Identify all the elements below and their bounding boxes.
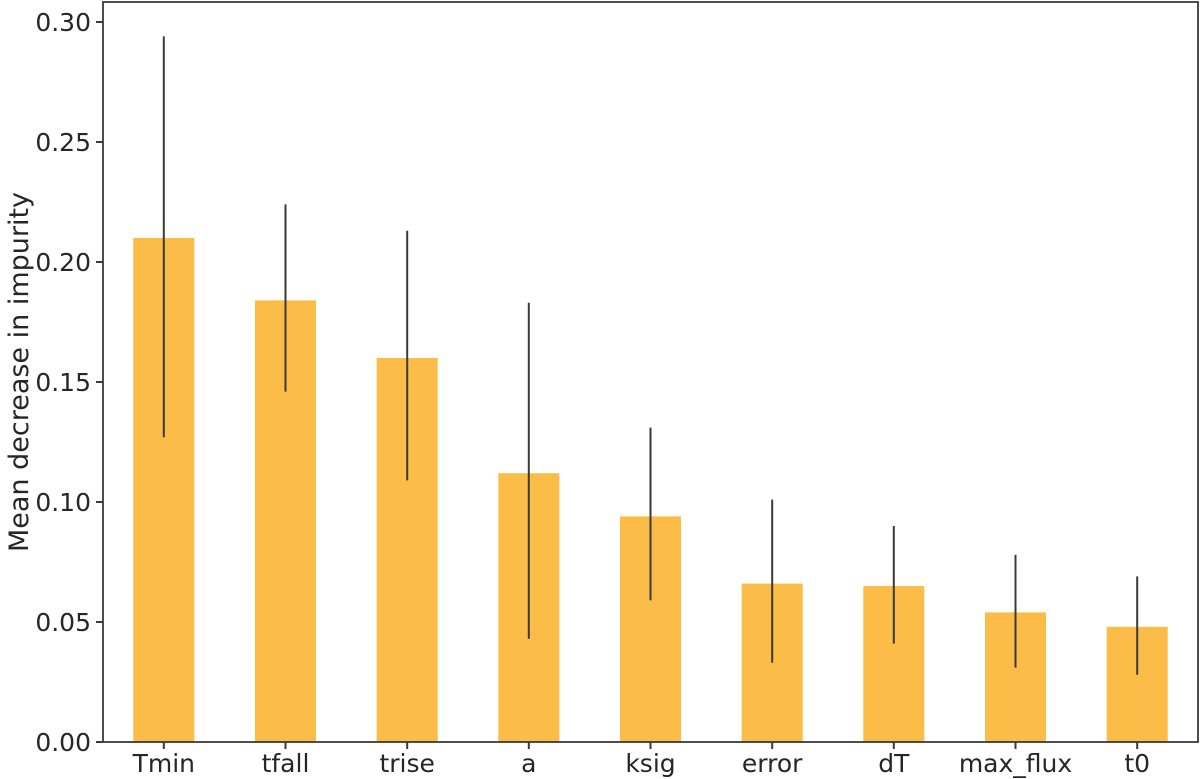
x-tick-label-dT: dT (878, 749, 910, 778)
plot-border (102, 1, 1199, 743)
y-tick-label-0.00: 0.00 (35, 728, 91, 757)
x-tick-label-t0: t0 (1124, 749, 1150, 778)
x-tick-label-error: error (742, 749, 803, 778)
error-bars-layer (162, 36, 1139, 675)
y-tick-label-0.05: 0.05 (35, 608, 91, 637)
y-tick-label-0.25: 0.25 (35, 128, 91, 157)
y-tick-label-0.20: 0.20 (35, 248, 91, 277)
x-tick-label-tfall: tfall (262, 749, 310, 778)
x-tick-label-Tmin: Tmin (132, 749, 195, 778)
x-tick-label-ksig: ksig (625, 749, 675, 778)
y-tick-label-0.10: 0.10 (35, 488, 91, 517)
y-tick-label-0.15: 0.15 (35, 368, 91, 397)
axes-layer: Tmin tfall trise a ksig error dT max_flux t0 0.00… (35, 1, 1199, 778)
y-axis-label: Mean decrease in impurity (4, 192, 35, 552)
x-tick-label-max_flux: max_flux (959, 749, 1072, 778)
y-tick-label-0.30: 0.30 (35, 8, 91, 37)
x-tick-label-trise: trise (379, 749, 434, 778)
x-tick-label-a: a (521, 749, 536, 778)
